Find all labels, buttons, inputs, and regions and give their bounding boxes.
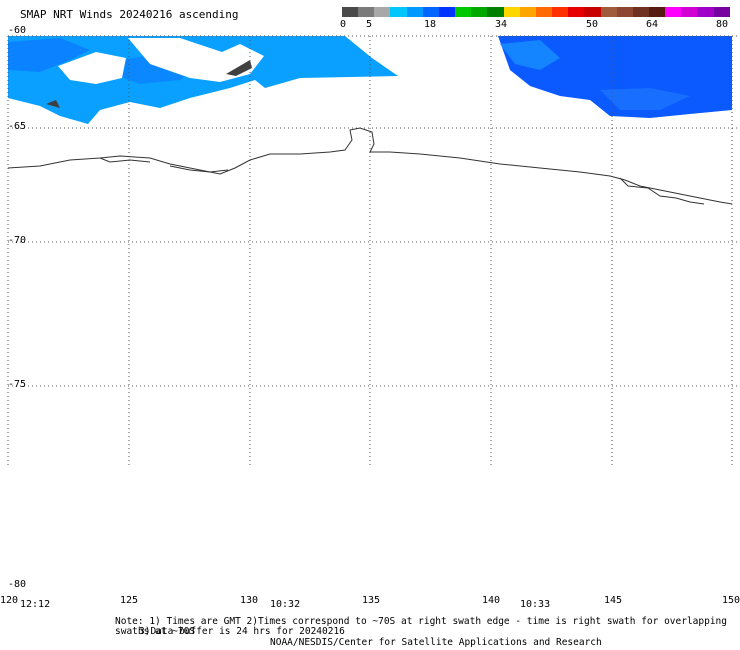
wind-swath-right-light — [500, 40, 560, 70]
longitude-label: 145 — [604, 595, 623, 606]
colorbar-tick-label: 80 — [716, 19, 729, 30]
colorbar-tick-label: 34 — [495, 19, 508, 30]
latitude-label: -65 — [8, 121, 27, 132]
colorbar-segment — [616, 7, 633, 17]
credit-line: NOAA/NESDIS/Center for Satellite Applica… — [270, 637, 602, 648]
colorbar-segment — [665, 7, 682, 17]
colorbar-segment — [422, 7, 439, 17]
latitude-label: -60 — [8, 25, 27, 36]
colorbar-segment — [552, 7, 569, 17]
colorbar-segment — [535, 7, 553, 17]
antarctic-coastline — [7, 127, 733, 205]
longitude-label: 130 — [240, 595, 259, 606]
colorbar-segment — [471, 7, 488, 17]
colorbar-segment — [632, 7, 649, 17]
latitude-label: -75 — [8, 379, 27, 390]
colorbar-segment — [374, 7, 391, 17]
longitude-label: 125 — [120, 595, 139, 606]
longitude-label: 135 — [362, 595, 381, 606]
latitude-label: -70 — [8, 235, 27, 246]
longitude-label: 150 — [722, 595, 740, 606]
note-line: Note: 1) Times are GMT 2)Times correspon… — [115, 616, 727, 637]
wind-speed-colorbar — [342, 7, 730, 17]
colorbar-segment — [713, 7, 730, 17]
wind-swath-right-light — [600, 88, 690, 110]
colorbar-tick-label: 18 — [424, 19, 437, 30]
colorbar-tick-label: 50 — [586, 19, 599, 30]
map-title: SMAP NRT Winds 20240216 ascending — [20, 8, 239, 21]
no-data-area — [58, 52, 126, 84]
colorbar-segment — [406, 7, 423, 17]
colorbar-segment — [648, 7, 666, 17]
colorbar-segment — [681, 7, 698, 17]
colorbar-segment — [438, 7, 456, 17]
colorbar-tick-label: 5 — [366, 19, 373, 30]
calm-wind-patch — [226, 60, 252, 76]
colorbar-segment — [455, 7, 472, 17]
colorbar-segment — [600, 7, 617, 17]
colorbar-segment — [342, 7, 359, 17]
note-line: 3)Data buffer is 24 hrs for 20240216 — [139, 626, 345, 637]
wind-swath-left-strong — [8, 38, 90, 72]
swath-time-label: 10:33 — [520, 599, 551, 610]
colorbar-segment — [584, 7, 601, 17]
colorbar-tick-label: 64 — [646, 19, 659, 30]
colorbar-tick-label: 0 — [340, 19, 347, 30]
colorbar-segment — [358, 7, 375, 17]
colorbar-segment — [697, 7, 714, 17]
longitude-label: 120 — [0, 595, 19, 606]
colorbar-segment — [487, 7, 504, 17]
colorbar-segment — [503, 7, 520, 17]
calm-wind-patch — [46, 100, 60, 108]
longitude-label: 140 — [482, 595, 501, 606]
swath-time-label: 10:32 — [270, 599, 301, 610]
antarctic-coastline-detail — [99, 157, 705, 205]
colorbar-segment — [519, 7, 536, 17]
colorbar-segment — [568, 7, 585, 17]
latitude-label: -80 — [8, 579, 27, 590]
colorbar-segment — [390, 7, 407, 17]
swath-time-label: 12:12 — [20, 599, 51, 610]
no-data-area — [128, 38, 264, 82]
